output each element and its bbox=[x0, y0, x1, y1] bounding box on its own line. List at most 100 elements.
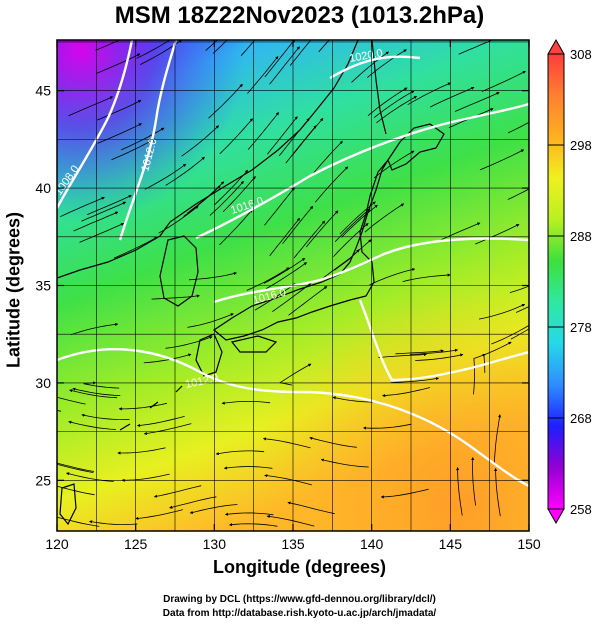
streamline bbox=[334, 208, 371, 242]
streamline bbox=[367, 49, 407, 78]
streamline bbox=[57, 396, 86, 405]
streamline bbox=[395, 349, 444, 355]
streamline bbox=[88, 520, 138, 525]
x-tick-label: 130 bbox=[203, 536, 227, 552]
streamline bbox=[263, 258, 306, 284]
streamline bbox=[266, 116, 298, 155]
credit-data-source: Data from http://database.rish.kyoto-u.a… bbox=[162, 608, 437, 619]
isobar-label: 1020.0 bbox=[348, 47, 383, 65]
streamline bbox=[219, 118, 253, 155]
streamline bbox=[95, 40, 121, 51]
graticule bbox=[57, 40, 529, 531]
isobar-1016-line-north bbox=[195, 102, 529, 240]
korea-coast bbox=[159, 235, 199, 307]
x-axis-ticks: 120 125 130 135 140 145 150 bbox=[45, 40, 541, 552]
streamline bbox=[364, 203, 405, 233]
streamline bbox=[293, 220, 326, 259]
colorbar-tick-label: 288 bbox=[570, 229, 592, 244]
streamline bbox=[96, 100, 142, 121]
streamline bbox=[247, 55, 279, 94]
y-tick-label: 40 bbox=[35, 180, 51, 196]
streamline bbox=[454, 92, 500, 112]
streamline bbox=[57, 409, 62, 412]
streamline bbox=[69, 389, 118, 399]
streamline bbox=[507, 188, 529, 200]
streamline bbox=[415, 353, 464, 361]
streamline bbox=[111, 138, 156, 161]
streamline bbox=[151, 294, 200, 300]
streamline bbox=[373, 90, 415, 118]
streamline bbox=[240, 40, 256, 56]
isobar-1012-line bbox=[118, 40, 178, 241]
streamline bbox=[224, 512, 274, 516]
streamline bbox=[70, 322, 119, 336]
streamline bbox=[169, 496, 217, 509]
x-tick-label: 150 bbox=[517, 536, 541, 552]
streamline bbox=[478, 303, 526, 320]
streamline bbox=[510, 328, 529, 340]
streamline bbox=[367, 87, 408, 117]
streamline bbox=[143, 353, 192, 364]
taiwan-coast bbox=[59, 483, 77, 526]
streamline bbox=[409, 348, 459, 355]
streamline bbox=[333, 222, 369, 257]
x-axis-label: Longitude (degrees) bbox=[212, 557, 386, 577]
colorbar-lower-triangle bbox=[547, 508, 565, 525]
streamline bbox=[264, 474, 312, 486]
y-tick-label: 35 bbox=[35, 278, 51, 294]
streamline bbox=[117, 447, 166, 455]
streamline bbox=[81, 413, 130, 421]
streamline bbox=[378, 352, 427, 358]
streamline bbox=[473, 353, 486, 395]
streamline bbox=[334, 239, 372, 271]
y-tick-label: 45 bbox=[35, 83, 51, 99]
streamline bbox=[165, 156, 205, 186]
streamline bbox=[65, 472, 114, 482]
streamline bbox=[205, 40, 218, 51]
colorbar-tick-label: 278 bbox=[570, 320, 592, 335]
streamline bbox=[209, 180, 244, 216]
streamline bbox=[479, 149, 525, 171]
streamline bbox=[282, 205, 314, 244]
streamline bbox=[188, 271, 238, 281]
streamline bbox=[376, 96, 418, 124]
isobar-1012-line-south bbox=[57, 348, 529, 488]
streamline bbox=[57, 516, 100, 527]
streamline bbox=[158, 205, 199, 234]
x-tick-label: 140 bbox=[360, 536, 384, 552]
x-tick-label: 135 bbox=[281, 536, 305, 552]
colorbar-upper-triangle bbox=[547, 38, 565, 55]
streamline bbox=[118, 402, 167, 411]
streamline bbox=[73, 211, 119, 232]
streamline bbox=[458, 40, 494, 55]
streamline bbox=[60, 196, 105, 218]
streamline bbox=[134, 40, 137, 41]
streamline bbox=[278, 118, 310, 157]
streamline bbox=[144, 163, 187, 190]
colorbar-tick-label: 298 bbox=[570, 138, 592, 153]
y-axis-ticks: 25 30 35 40 45 bbox=[35, 83, 529, 488]
isobar-1008-line bbox=[57, 40, 134, 209]
streamline bbox=[212, 40, 228, 54]
streamline bbox=[266, 514, 315, 527]
streamline bbox=[79, 223, 125, 243]
streamline bbox=[264, 40, 296, 78]
streamline bbox=[380, 488, 429, 499]
streamline bbox=[189, 504, 238, 514]
streamline bbox=[509, 285, 529, 293]
streamline bbox=[222, 176, 256, 213]
streamline bbox=[219, 209, 253, 246]
streamline bbox=[68, 420, 117, 430]
streamline bbox=[320, 458, 369, 468]
streamline bbox=[266, 262, 308, 289]
streamline bbox=[507, 121, 529, 134]
streamline bbox=[309, 436, 357, 448]
streamline bbox=[279, 363, 312, 386]
streamline bbox=[287, 501, 335, 515]
streamline bbox=[181, 125, 220, 157]
colorbar-ticks: 258 268 278 288 298 308 bbox=[548, 47, 592, 517]
colorbar-tick-label: 258 bbox=[570, 502, 592, 517]
streamline bbox=[187, 181, 225, 214]
streamline bbox=[254, 283, 296, 311]
